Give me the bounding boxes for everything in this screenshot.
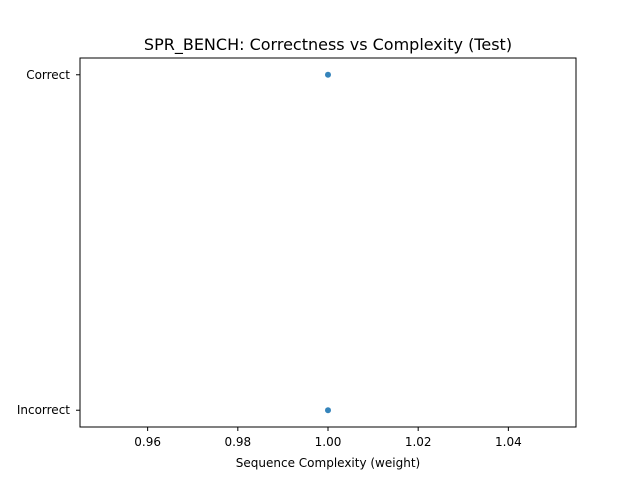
x-axis-label: Sequence Complexity (weight): [236, 456, 420, 470]
x-tick-label: 1.00: [315, 435, 342, 449]
chart-title: SPR_BENCH: Correctness vs Complexity (Te…: [144, 35, 512, 55]
y-axis-ticks: Incorrect Correct: [17, 68, 80, 417]
axes-frame: [79, 57, 577, 428]
y-tick-label: Incorrect: [17, 403, 70, 417]
data-point: [325, 407, 331, 414]
x-tick-label: 1.04: [495, 435, 522, 449]
x-tick-label: 0.96: [134, 435, 161, 449]
data-point: [325, 71, 331, 78]
x-axis-ticks: 0.96 0.98 1.00 1.02 1.04: [134, 427, 522, 449]
y-tick-label: Correct: [26, 68, 70, 82]
data-points: [325, 71, 331, 414]
x-tick-label: 1.02: [405, 435, 432, 449]
x-tick-label: 0.98: [224, 435, 251, 449]
plot-area: 0.96 0.98 1.00 1.02 1.04 Incorrect Correct: [17, 57, 577, 449]
